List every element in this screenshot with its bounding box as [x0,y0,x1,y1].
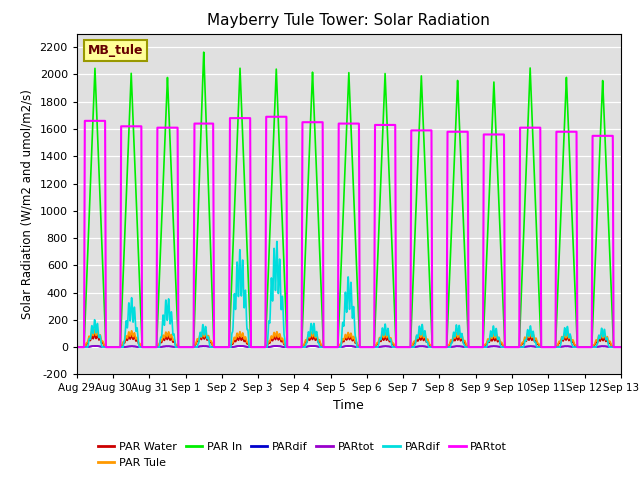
PAR In [617,344,625,350]
Legend: PAR Water, PAR Tule, PAR In, PARdif, PARtot, PARdif, PARtot: PAR Water, PAR Tule, PAR In, PARdif, PAR… [93,438,511,472]
X-axis label: Time: Time [333,399,364,412]
PARdif [270,252,278,258]
PAR Water [419,334,426,340]
PAR Tule [476,344,484,350]
PARtot [395,344,403,350]
PARdif [419,323,426,329]
PARtot [100,118,108,124]
PARdif [395,344,403,350]
PAR Water [395,344,403,350]
PAR Tule [91,326,99,332]
PARtot [73,344,81,350]
PAR In [419,102,426,108]
PAR In [476,344,484,350]
Line: PAR In: PAR In [77,52,621,347]
PAR Water [617,344,625,350]
PAR Water [91,331,99,337]
PARtot [100,344,108,350]
PARtot [395,344,403,350]
PARtot [270,343,278,349]
PARdif [617,344,625,350]
PAR Water [476,344,484,350]
PAR In [395,344,403,350]
Text: MB_tule: MB_tule [88,44,143,57]
PARdif [73,344,81,350]
PARdif [506,344,513,350]
Title: Mayberry Tule Tower: Solar Radiation: Mayberry Tule Tower: Solar Radiation [207,13,490,28]
PARtot [617,344,625,350]
PARdif [506,344,513,350]
PAR Tule [73,344,81,350]
PAR Tule [100,343,108,348]
PAR In [506,344,513,350]
Line: PAR Tule: PAR Tule [77,329,621,347]
Line: PARtot: PARtot [77,346,621,347]
PAR In [73,344,81,350]
PARdif [73,344,81,350]
PARdif [100,344,108,350]
PAR Tule [395,344,403,350]
PARdif [100,344,108,350]
PARdif [476,344,484,350]
Line: PARtot: PARtot [77,117,621,347]
PARtot [236,343,244,349]
PARtot [262,114,270,120]
PAR In [270,129,278,134]
Line: PARdif: PARdif [77,241,621,347]
PARtot [506,344,513,350]
Line: PAR Water: PAR Water [77,334,621,347]
PARtot [476,344,484,350]
PAR In [100,301,108,307]
PARtot [419,343,426,349]
PARdif [236,343,244,349]
PARtot [506,344,513,350]
PAR Water [73,344,81,350]
PAR Water [270,334,278,339]
PAR Tule [506,344,513,350]
Y-axis label: Solar Radiation (W/m2 and umol/m2/s): Solar Radiation (W/m2 and umol/m2/s) [21,89,34,319]
PAR Water [100,343,108,349]
PAR In [200,49,207,55]
PAR Tule [419,330,426,336]
PARdif [476,344,484,350]
PARdif [617,344,625,350]
PARtot [617,344,625,350]
Line: PARdif: PARdif [77,346,621,347]
PAR Tule [617,344,625,350]
PARdif [395,344,403,350]
PARtot [73,344,81,350]
PARdif [419,343,426,349]
PARdif [270,343,278,349]
PARtot [270,114,278,120]
PARtot [419,128,426,133]
PAR Water [506,344,513,350]
PARdif [273,239,281,244]
PAR Tule [270,330,278,336]
PARtot [476,344,484,350]
